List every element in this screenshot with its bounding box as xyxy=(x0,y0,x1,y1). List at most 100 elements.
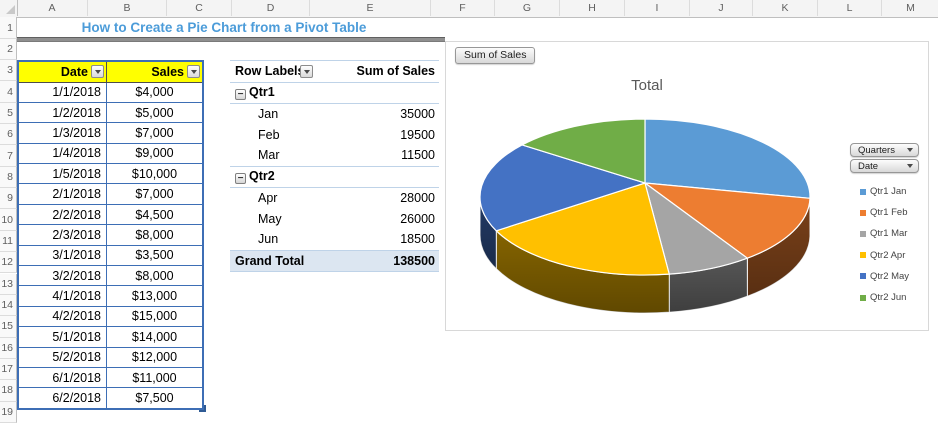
date-cell[interactable]: 3/1/2018 xyxy=(17,244,107,267)
pivot-value-cell[interactable]: 11500 xyxy=(401,148,435,163)
pivot-value-cell[interactable]: 19500 xyxy=(400,127,435,142)
sheet-title-cell[interactable]: How to Create a Pie Chart from a Pivot T… xyxy=(17,17,431,38)
sales-cell[interactable]: $4,500 xyxy=(106,203,204,226)
row-header-14[interactable]: 14 xyxy=(0,294,17,317)
sales-cell[interactable]: $7,000 xyxy=(106,183,204,205)
date-cell[interactable]: 6/1/2018 xyxy=(17,366,107,389)
row-header-5[interactable]: 5 xyxy=(0,102,17,125)
row-header-6[interactable]: 6 xyxy=(0,124,17,146)
legend-item-qtr1-jan[interactable]: Qtr1 Jan xyxy=(860,181,909,202)
legend-item-qtr2-apr[interactable]: Qtr2 Apr xyxy=(860,245,909,266)
column-header-e[interactable]: E xyxy=(310,0,431,16)
column-header-d[interactable]: D xyxy=(232,0,310,16)
date-header-cell[interactable]: Date xyxy=(17,60,107,83)
pivot-label-cell[interactable]: Mar xyxy=(230,145,315,166)
pivot-label-cell[interactable]: Jun xyxy=(230,229,315,250)
pivot-label-cell[interactable]: Feb xyxy=(230,125,315,146)
row-header-11[interactable]: 11 xyxy=(0,230,17,253)
chart-title[interactable]: Total xyxy=(631,77,663,94)
row-header-16[interactable]: 16 xyxy=(0,337,17,359)
row-header-13[interactable]: 13 xyxy=(0,273,17,295)
row-header-8[interactable]: 8 xyxy=(0,166,17,189)
date-cell[interactable]: 5/2/2018 xyxy=(17,346,107,368)
sales-filter-dropdown[interactable] xyxy=(187,65,200,78)
sales-cell[interactable]: $3,500 xyxy=(106,244,204,267)
column-header-k[interactable]: K xyxy=(753,0,818,16)
pie-slice-qtr2-apr[interactable] xyxy=(495,182,670,276)
column-header-l[interactable]: L xyxy=(818,0,882,16)
column-header-m[interactable]: M xyxy=(882,0,938,16)
sales-cell[interactable]: $9,000 xyxy=(106,142,204,165)
column-header-c[interactable]: C xyxy=(167,0,232,16)
pivot-value-cell[interactable]: 18500 xyxy=(400,232,435,247)
row-header-7[interactable]: 7 xyxy=(0,145,17,167)
sales-cell[interactable]: $8,000 xyxy=(106,265,204,287)
collapse-qtr2-button[interactable]: − xyxy=(235,173,246,185)
sales-cell[interactable]: $4,000 xyxy=(106,81,204,103)
legend-item-qtr1-mar[interactable]: Qtr1 Mar xyxy=(860,223,909,244)
pivot-chart[interactable]: Sum of Sales Total Quarters Date Qtr1 Jan… xyxy=(445,41,929,331)
row-header-2[interactable]: 2 xyxy=(0,39,17,60)
pie-3d-plot[interactable] xyxy=(446,42,928,330)
row-labels-header-cell[interactable]: Row Labels xyxy=(230,60,315,83)
date-cell[interactable]: 1/3/2018 xyxy=(17,122,107,144)
column-header-b[interactable]: B xyxy=(88,0,167,16)
column-header-j[interactable]: J xyxy=(690,0,753,16)
date-cell[interactable]: 1/5/2018 xyxy=(17,163,107,185)
quarters-filter-button[interactable]: Quarters xyxy=(850,143,919,157)
row-header-1[interactable]: 1 xyxy=(0,17,17,39)
date-cell[interactable]: 2/1/2018 xyxy=(17,183,107,205)
sales-cell[interactable]: $5,000 xyxy=(106,101,204,124)
legend-item-qtr1-feb[interactable]: Qtr1 Feb xyxy=(860,202,909,223)
sales-cell[interactable]: $13,000 xyxy=(106,285,204,307)
pivot-label-cell[interactable]: Grand Total xyxy=(230,249,315,272)
date-cell[interactable]: 1/1/2018 xyxy=(17,81,107,103)
sales-cell[interactable]: $15,000 xyxy=(106,305,204,328)
pivot-label-cell[interactable]: Jan xyxy=(230,104,315,125)
pivot-label-cell[interactable]: − Qtr2 xyxy=(230,165,315,188)
pivot-value-cell[interactable]: 138500 xyxy=(315,249,439,272)
pivot-value-cell[interactable] xyxy=(315,165,439,188)
row-header-10[interactable]: 10 xyxy=(0,209,17,231)
date-cell[interactable]: 5/1/2018 xyxy=(17,326,107,348)
sales-cell[interactable]: $7,000 xyxy=(106,122,204,144)
row-header-19[interactable]: 19 xyxy=(0,401,17,423)
row-header-18[interactable]: 18 xyxy=(0,380,17,402)
sales-cell[interactable]: $14,000 xyxy=(106,326,204,348)
row-header-12[interactable]: 12 xyxy=(0,252,17,274)
sales-header-cell[interactable]: Sales xyxy=(106,60,204,83)
sales-cell[interactable]: $10,000 xyxy=(106,163,204,185)
row-header-3[interactable]: 3 xyxy=(0,60,17,82)
pie-slice-qtr1-feb[interactable] xyxy=(644,182,811,259)
pivot-label-cell[interactable]: Apr xyxy=(230,188,315,209)
date-cell[interactable]: 2/3/2018 xyxy=(17,224,107,246)
row-header-9[interactable]: 9 xyxy=(0,188,17,210)
date-cell[interactable]: 1/4/2018 xyxy=(17,142,107,165)
row-header-17[interactable]: 17 xyxy=(0,358,17,381)
sales-cell[interactable]: $11,000 xyxy=(106,366,204,389)
row-header-15[interactable]: 15 xyxy=(0,316,17,338)
legend-item-qtr2-may[interactable]: Qtr2 May xyxy=(860,266,909,287)
pivot-label-cell[interactable]: − Qtr1 xyxy=(230,81,315,104)
column-header-a[interactable]: A xyxy=(17,0,88,16)
sales-cell[interactable]: $8,000 xyxy=(106,224,204,246)
select-all-corner[interactable] xyxy=(0,0,18,16)
pivot-value-cell[interactable] xyxy=(315,81,439,104)
column-header-g[interactable]: G xyxy=(495,0,560,16)
date-filter-dropdown[interactable] xyxy=(91,65,104,78)
sum-of-sales-field-button[interactable]: Sum of Sales xyxy=(455,47,536,64)
date-cell[interactable]: 4/1/2018 xyxy=(17,285,107,307)
date-cell[interactable]: 4/2/2018 xyxy=(17,305,107,328)
table-resize-handle[interactable] xyxy=(199,404,206,412)
date-cell[interactable]: 1/2/2018 xyxy=(17,101,107,124)
column-header-i[interactable]: I xyxy=(625,0,690,16)
date-cell[interactable]: 6/2/2018 xyxy=(17,387,107,410)
pivot-value-cell[interactable]: 26000 xyxy=(400,211,435,226)
date-cell[interactable]: 2/2/2018 xyxy=(17,203,107,226)
collapse-qtr1-button[interactable]: − xyxy=(235,89,246,101)
sum-of-sales-header-cell[interactable]: Sum of Sales xyxy=(315,60,439,83)
pie-slice-qtr2-jun[interactable] xyxy=(521,118,646,184)
column-header-h[interactable]: H xyxy=(560,0,625,16)
pie-slice-qtr2-may[interactable] xyxy=(479,144,646,232)
sales-cell[interactable]: $12,000 xyxy=(106,346,204,368)
